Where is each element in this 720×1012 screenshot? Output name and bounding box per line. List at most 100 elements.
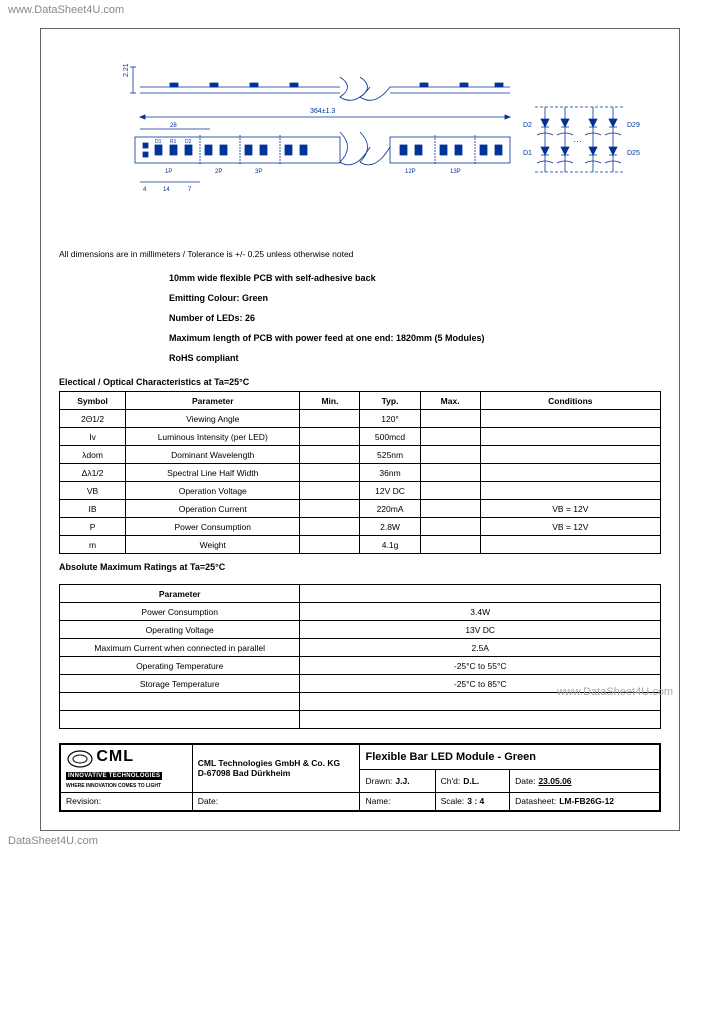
td: m [60,536,126,554]
td [300,711,661,729]
td [420,464,480,482]
td: Viewing Angle [126,410,300,428]
th [300,585,661,603]
td [480,536,660,554]
td [420,410,480,428]
td: 2Θ1/2 [60,410,126,428]
td: 3.4W [300,603,661,621]
td [300,500,360,518]
td: 12V DC [360,482,420,500]
svg-text:D1: D1 [155,139,162,145]
svg-text:D25: D25 [627,150,640,157]
characteristics-table: Symbol Parameter Min. Typ. Max. Conditio… [59,391,661,554]
ds-cell: Datasheet:LM-FB26G-12 [510,792,660,810]
th: Min. [300,392,360,410]
svg-text:1P: 1P [165,169,172,175]
table1-title: Electical / Optical Characteristics at T… [59,377,661,387]
td: Power Consumption [126,518,300,536]
td: Weight [126,536,300,554]
name-cell: Name: [360,792,435,810]
company-cell: CML Technologies GmbH & Co. KG D-67098 B… [192,745,360,793]
th: Symbol [60,392,126,410]
logo-text: CML [96,748,134,765]
td: 13V DC [300,621,661,639]
product-title: Flexible Bar LED Module - Green [360,745,660,770]
td [300,464,360,482]
watermark-bottom: DataSheet4U.com [0,831,720,851]
feature-item: Maximum length of PCB with power feed at… [169,333,661,343]
chd-cell: Ch'd:D.L. [435,769,509,792]
rdate-cell: Date: [192,792,360,810]
svg-text:D29: D29 [627,122,640,129]
td [480,446,660,464]
svg-text:D1: D1 [523,150,532,157]
td: Storage Temperature [60,675,300,693]
td [480,410,660,428]
svg-text:28: 28 [170,123,177,129]
td: Dominant Wavelength [126,446,300,464]
td: λdom [60,446,126,464]
datasheet-page: 2.21 364±1.3 28 [40,28,680,831]
td: VB = 12V [480,518,660,536]
svg-text:3P: 3P [255,169,262,175]
td: Δλ1/2 [60,464,126,482]
svg-text:2.21: 2.21 [123,63,130,77]
td [420,500,480,518]
svg-text:2P: 2P [215,169,222,175]
table2-title: Absolute Maximum Ratings at Ta=25°C [59,562,661,572]
th: Parameter [60,585,300,603]
svg-text:14: 14 [163,187,170,193]
td [300,446,360,464]
td: Iv [60,428,126,446]
watermark-top: www.DataSheet4U.com [0,0,720,20]
td: 4.1g [360,536,420,554]
rev-cell: Revision: [61,792,193,810]
feature-item: Emitting Colour: Green [169,293,661,303]
td: Luminous Intensity (per LED) [126,428,300,446]
tolerance-note: All dimensions are in millimeters / Tole… [59,249,661,259]
svg-text:12P: 12P [405,169,416,175]
td [300,410,360,428]
feature-item: 10mm wide flexible PCB with self-adhesiv… [169,273,661,283]
watermark-side: www.DataSheet4U.com [557,686,673,698]
td: 220mA [360,500,420,518]
td: IB [60,500,126,518]
logo-sub: INNOVATIVE TECHNOLOGIES [66,772,162,780]
technical-diagram: 2.21 364±1.3 28 [59,47,661,237]
td [60,693,300,711]
svg-text:R1: R1 [170,139,177,145]
scale-cell: Scale:3 : 4 [435,792,509,810]
svg-text:7: 7 [188,187,192,193]
td: 2.5A [300,639,661,657]
feature-item: RoHS compliant [169,353,661,363]
td: P [60,518,126,536]
td: Power Consumption [60,603,300,621]
td [480,464,660,482]
td [300,518,360,536]
svg-text:…: … [573,134,582,144]
td: Operating Voltage [60,621,300,639]
td: 36nm [360,464,420,482]
features-list: 10mm wide flexible PCB with self-adhesiv… [169,273,661,363]
date-cell: Date:23.05.06 [510,769,660,792]
td: 525nm [360,446,420,464]
td: VB [60,482,126,500]
td: Operation Voltage [126,482,300,500]
td: 2.8W [360,518,420,536]
td [60,711,300,729]
td: 500mcd [360,428,420,446]
svg-text:13P: 13P [450,169,461,175]
td [420,536,480,554]
td: Maximum Current when connected in parall… [60,639,300,657]
td: Operation Current [126,500,300,518]
td: 120° [360,410,420,428]
td: VB = 12V [480,500,660,518]
svg-text:D2: D2 [185,139,192,145]
drawn-cell: Drawn:J.J. [360,769,435,792]
th: Parameter [126,392,300,410]
td [420,428,480,446]
th: Max. [420,392,480,410]
td [480,482,660,500]
svg-text:364±1.3: 364±1.3 [310,108,335,115]
td [420,518,480,536]
